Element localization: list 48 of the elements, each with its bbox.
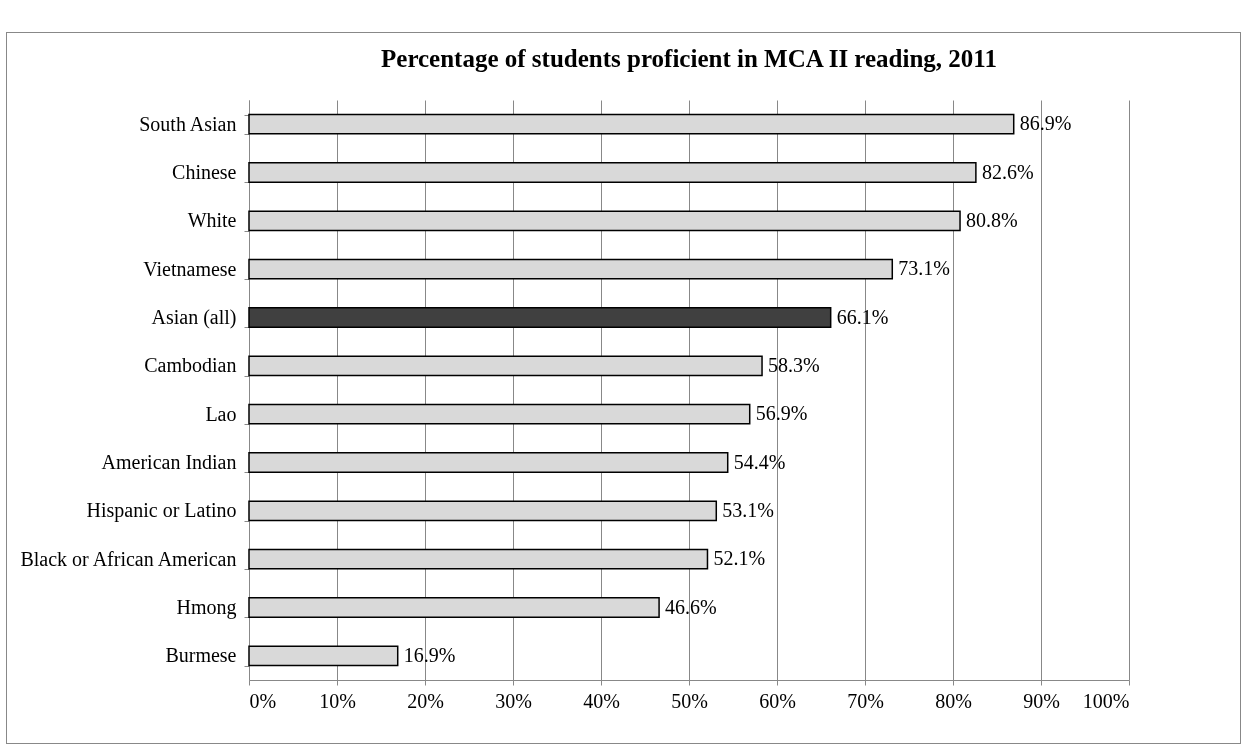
bar: [248, 355, 763, 377]
y-tick-label: Asian (all): [151, 306, 237, 329]
data-label: 80.8%: [966, 208, 1018, 231]
x-tick-label: 30%: [495, 689, 532, 712]
data-label: 53.1%: [722, 498, 774, 521]
data-label: 73.1%: [898, 257, 950, 280]
y-tick-label: Black or African American: [20, 547, 237, 570]
y-tick-label: South Asian: [139, 112, 237, 135]
data-label: 58.3%: [768, 353, 820, 376]
x-tick-label: 50%: [671, 689, 708, 712]
y-tick-label: Vietnamese: [143, 257, 237, 280]
data-label: 86.9%: [1019, 112, 1072, 135]
bar: [248, 597, 660, 618]
bar: [248, 645, 399, 667]
y-tick-label: Burmese: [165, 644, 237, 667]
data-label: 56.9%: [755, 402, 808, 425]
x-tick-label: 80%: [935, 689, 972, 712]
chart-title: Percentage of students proficient in MCA II reading, 2011: [381, 45, 997, 72]
y-tick-label: White: [187, 209, 237, 232]
bar: [248, 210, 961, 232]
bar: [248, 113, 1015, 135]
y-tick-label: Chinese: [172, 161, 237, 183]
y-tick-label: Hispanic or Latino: [86, 499, 237, 523]
bar: [248, 403, 751, 425]
bar: [248, 258, 894, 280]
y-tick-label: American Indian: [101, 451, 237, 473]
bar: [248, 548, 709, 570]
x-tick-label: 100%: [1082, 689, 1130, 712]
data-label: 82.6%: [981, 160, 1034, 183]
x-tick-label: 10%: [319, 689, 356, 712]
data-label: 16.9%: [403, 643, 456, 666]
bar: [248, 500, 718, 522]
y-tick-label: Lao: [205, 402, 237, 425]
bar: [248, 162, 977, 183]
x-tick-label: 0%: [249, 689, 277, 712]
x-tick-label: 60%: [759, 689, 796, 712]
data-label: 66.1%: [836, 305, 889, 328]
y-tick-label: Hmong: [176, 596, 237, 619]
y-tick-label: Cambodian: [144, 354, 237, 377]
data-label: 52.1%: [713, 547, 766, 570]
bar: [248, 307, 832, 328]
x-tick-label: 40%: [583, 689, 620, 712]
data-label: 54.4%: [733, 450, 786, 473]
x-tick-label: 90%: [1023, 689, 1060, 712]
data-label: 46.6%: [665, 595, 717, 618]
x-tick-label: 20%: [407, 689, 444, 712]
bar: [248, 452, 729, 473]
x-tick-label: 70%: [847, 689, 884, 712]
